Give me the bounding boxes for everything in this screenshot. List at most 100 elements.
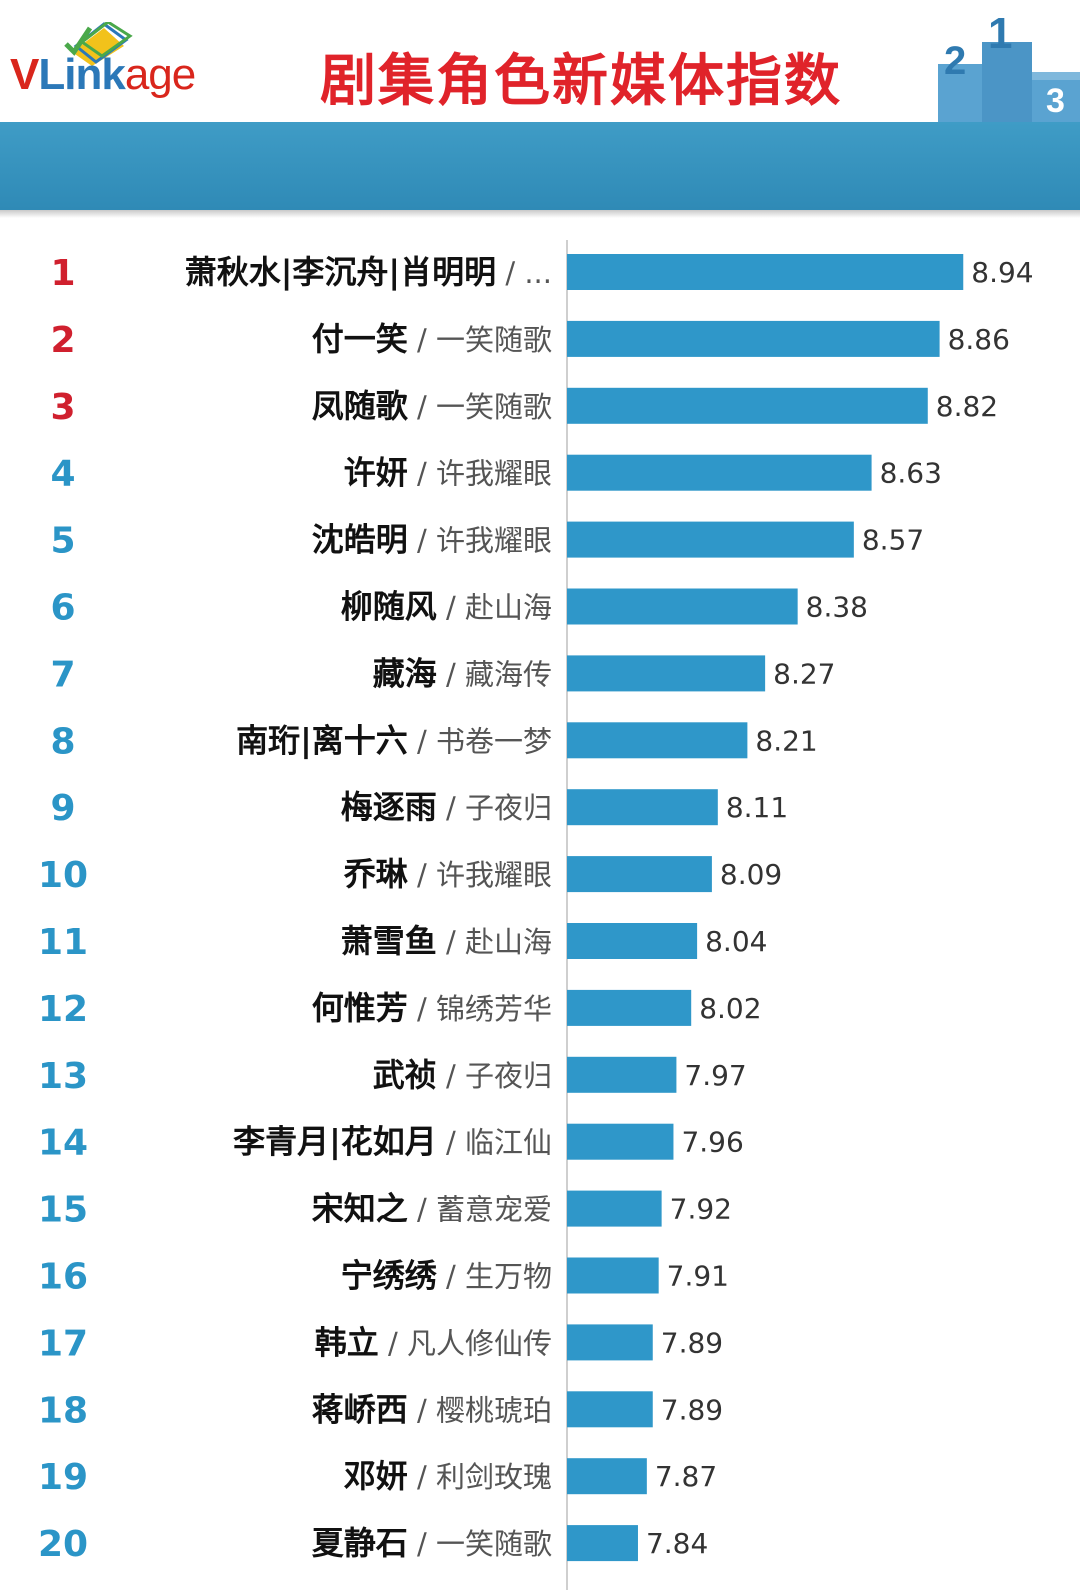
rank-number: 6: [50, 588, 75, 629]
row-label: 武祯 / 子夜归: [373, 1056, 552, 1094]
show-name: / 一笑随歌: [408, 1527, 552, 1561]
character-name: 藏海: [373, 654, 437, 692]
row-label: 何惟芳 / 锦绣芳华: [312, 989, 552, 1027]
row-label: 韩立 / 凡人修仙传: [315, 1323, 552, 1361]
rank-number: 5: [50, 521, 75, 562]
show-name: / 一笑随歌: [408, 323, 552, 357]
rank-number: 12: [38, 989, 88, 1030]
bar: [567, 1324, 653, 1361]
show-name: / 蓄意宠爱: [408, 1193, 552, 1227]
bar: [567, 655, 766, 692]
row-label: 蒋峤西 / 樱桃琥珀: [312, 1390, 552, 1428]
show-name: / 藏海传: [437, 657, 552, 691]
value-label: 8.38: [806, 591, 868, 624]
rank-number: 2: [50, 320, 75, 361]
character-name: 柳随风: [341, 588, 437, 626]
chart-rows: 1 萧秋水|李沉舟|肖明明 / ... 8.94 2 付一笑 / 一笑随歌 8.86 3 凤随…: [38, 253, 1034, 1565]
value-label: 7.92: [670, 1193, 732, 1226]
value-label: 7.89: [661, 1326, 723, 1359]
rank-number: 18: [38, 1390, 88, 1431]
row-label: 付一笑 / 一笑随歌: [312, 320, 552, 358]
rank-number: 8: [50, 721, 75, 762]
value-label: 7.97: [684, 1059, 746, 1092]
rank-number: 10: [38, 855, 88, 896]
row-label: 藏海 / 藏海传: [373, 654, 552, 692]
show-name: / 利剑玫瑰: [408, 1460, 552, 1494]
bar: [567, 1056, 677, 1093]
svg-text:1: 1: [988, 12, 1012, 58]
bar: [567, 387, 928, 424]
bar: [567, 454, 872, 491]
logo-wordmark: VLinkage: [10, 50, 196, 100]
bar: [567, 1525, 638, 1562]
rank-number: 16: [38, 1257, 88, 1298]
title-band: [0, 122, 1080, 210]
bar: [567, 856, 712, 893]
bar: [567, 1123, 674, 1160]
header: VLinkage 剧集角色新媒体指数 2 1 3: [0, 0, 1080, 122]
page-title: 剧集角色新媒体指数: [320, 49, 842, 114]
bar: [567, 1190, 662, 1227]
logo-v: V: [10, 50, 39, 99]
rank-number: 17: [38, 1323, 88, 1364]
show-name: / 赴山海: [437, 591, 552, 625]
ranking-bar-chart: 1 萧秋水|李沉舟|肖明明 / ... 8.94 2 付一笑 / 一笑随歌 8.86 3 凤随…: [38, 240, 1034, 1590]
value-label: 7.84: [646, 1527, 708, 1560]
show-name: / 锦绣芳华: [408, 992, 552, 1026]
bar: [567, 722, 748, 759]
value-label: 7.91: [667, 1260, 729, 1293]
value-label: 8.94: [971, 256, 1033, 289]
character-name: 付一笑: [312, 320, 408, 358]
character-name: 梅逐雨: [341, 788, 437, 826]
value-label: 7.87: [655, 1460, 717, 1493]
show-name: / ...: [496, 256, 552, 290]
vlinkage-logo: VLinkage: [10, 22, 250, 102]
row-label: 邓妍 / 利剑玫瑰: [344, 1457, 552, 1495]
value-label: 8.27: [773, 657, 835, 690]
row-label: 梅逐雨 / 子夜归: [341, 788, 552, 826]
logo-age: age: [124, 50, 196, 99]
row-label: 萧雪鱼 / 赴山海: [341, 922, 552, 960]
band-shadow: [0, 210, 1080, 218]
character-name: 萧雪鱼: [341, 922, 437, 960]
value-label: 8.21: [755, 724, 817, 757]
rank-number: 9: [50, 788, 75, 829]
bar: [567, 789, 718, 826]
row-label: 南珩|离十六 / 书卷一梦: [236, 721, 552, 760]
rank-number: 20: [38, 1524, 88, 1565]
show-name: / 子夜归: [437, 791, 552, 825]
bar: [567, 588, 798, 625]
logo-link: Link: [38, 50, 125, 99]
bar: [567, 254, 964, 290]
row-label: 萧秋水|李沉舟|肖明明 / ...: [185, 253, 552, 292]
bar: [567, 989, 692, 1026]
svg-text:3: 3: [1046, 82, 1065, 120]
character-name: 宋知之: [312, 1190, 408, 1228]
bar: [567, 320, 940, 357]
show-name: / 临江仙: [437, 1126, 552, 1160]
show-name: / 樱桃琥珀: [408, 1393, 552, 1427]
character-name: 许妍: [344, 454, 408, 492]
bar: [567, 923, 698, 959]
show-name: / 凡人修仙传: [379, 1326, 552, 1360]
show-name: / 许我耀眼: [408, 457, 552, 491]
rank-number: 14: [38, 1123, 88, 1164]
value-label: 8.11: [726, 791, 788, 824]
row-label: 许妍 / 许我耀眼: [344, 454, 552, 492]
bar: [567, 1391, 653, 1428]
rank-number: 1: [50, 253, 75, 294]
rank-number: 7: [50, 654, 75, 695]
rank-number: 4: [50, 454, 75, 495]
row-label: 夏静石 / 一笑随歌: [312, 1524, 552, 1562]
character-name: 蒋峤西: [312, 1390, 408, 1428]
show-name: / 许我耀眼: [408, 524, 552, 558]
value-label: 8.63: [880, 457, 942, 490]
character-name: 沈皓明: [312, 521, 408, 559]
show-name: / 赴山海: [437, 925, 552, 959]
bar: [567, 1257, 659, 1294]
show-name: / 许我耀眼: [408, 858, 552, 892]
value-label: 8.82: [936, 390, 998, 423]
value-label: 8.57: [862, 524, 924, 557]
character-name: 南珩|离十六: [236, 721, 408, 760]
logo-cards-icon: [64, 22, 133, 66]
